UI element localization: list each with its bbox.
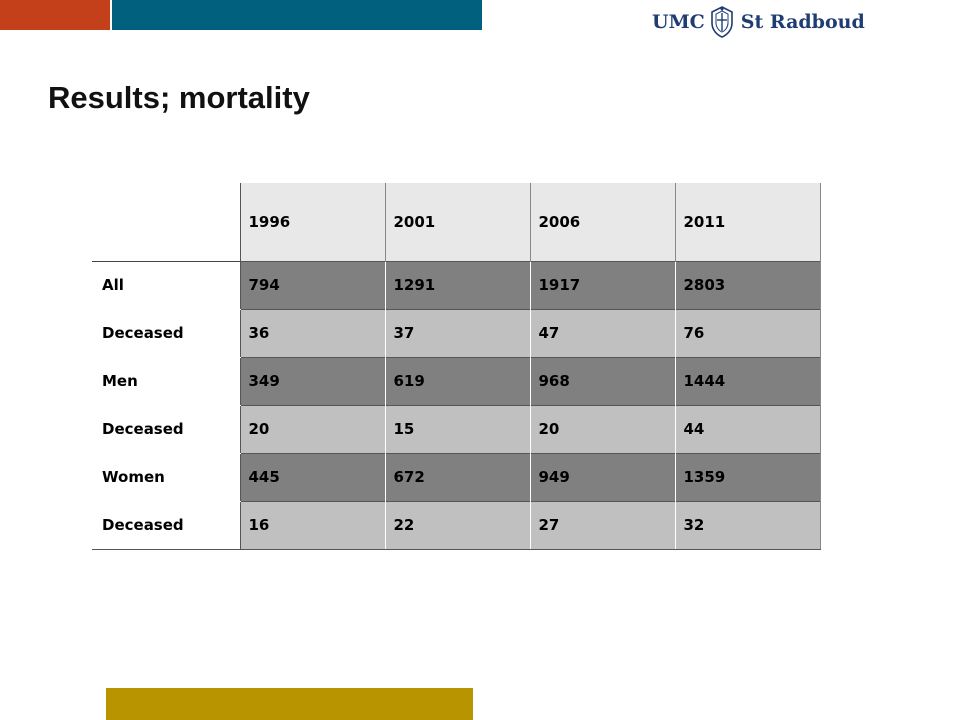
column-header-2: 2006 bbox=[529, 183, 676, 261]
row-label: Men bbox=[92, 356, 240, 406]
row-label: All bbox=[92, 260, 240, 310]
table-row: Men 349 619 968 1444 bbox=[92, 356, 821, 406]
table-cell: 794 bbox=[239, 260, 385, 309]
table-cell: 47 bbox=[529, 308, 675, 357]
table-cell: 27 bbox=[529, 500, 675, 550]
table-cell: 672 bbox=[384, 452, 530, 501]
table-row: Women 445 672 949 1359 bbox=[92, 452, 821, 502]
slide-title: Results; mortality bbox=[48, 80, 310, 115]
table-cell: 15 bbox=[384, 404, 530, 453]
column-header-3: 2011 bbox=[674, 183, 821, 261]
table-cell: 949 bbox=[529, 452, 675, 501]
table-corner-cell bbox=[92, 183, 240, 261]
table-cell: 32 bbox=[674, 500, 821, 550]
mortality-table: 1996 2001 2006 2011 All 794 1291 1917 2803 Deceas… bbox=[92, 183, 821, 550]
table-cell: 349 bbox=[239, 356, 385, 405]
table-cell: 619 bbox=[384, 356, 530, 405]
table-cell: 20 bbox=[239, 404, 385, 453]
logo-text-umc: UMC bbox=[652, 11, 705, 33]
table-cell: 445 bbox=[239, 452, 385, 501]
table-cell: 1917 bbox=[529, 260, 675, 309]
table-cell: 22 bbox=[384, 500, 530, 550]
table-cell: 968 bbox=[529, 356, 675, 405]
table-cell: 1444 bbox=[674, 356, 821, 405]
column-header-0: 1996 bbox=[239, 183, 386, 261]
table-row: Deceased 16 22 27 32 bbox=[92, 500, 821, 550]
gold-footer-bar bbox=[106, 688, 473, 720]
column-header-1: 2001 bbox=[384, 183, 531, 261]
logo-text-st-radboud: St Radboud bbox=[740, 11, 865, 33]
table-cell: 44 bbox=[674, 404, 821, 453]
shield-crest-icon bbox=[710, 6, 733, 38]
table-cell: 16 bbox=[239, 500, 385, 550]
table-cell: 36 bbox=[239, 308, 385, 357]
table-cell: 20 bbox=[529, 404, 675, 453]
row-label: Deceased bbox=[92, 500, 240, 550]
table-cell: 76 bbox=[674, 308, 821, 357]
table-row: Deceased 20 15 20 44 bbox=[92, 404, 821, 454]
table-cell: 2803 bbox=[674, 260, 821, 309]
table-row: All 794 1291 1917 2803 bbox=[92, 260, 821, 310]
orange-header-bar bbox=[0, 0, 110, 30]
table-header-row: 1996 2001 2006 2011 bbox=[92, 183, 821, 261]
table-row: Deceased 36 37 47 76 bbox=[92, 308, 821, 358]
row-label: Deceased bbox=[92, 404, 240, 454]
row-label: Women bbox=[92, 452, 240, 502]
teal-header-bar bbox=[112, 0, 482, 30]
table-cell: 37 bbox=[384, 308, 530, 357]
row-label: Deceased bbox=[92, 308, 240, 358]
table-cell: 1291 bbox=[384, 260, 530, 309]
umc-st-radboud-logo: UMC St Radboud bbox=[652, 2, 865, 42]
table-cell: 1359 bbox=[674, 452, 821, 501]
